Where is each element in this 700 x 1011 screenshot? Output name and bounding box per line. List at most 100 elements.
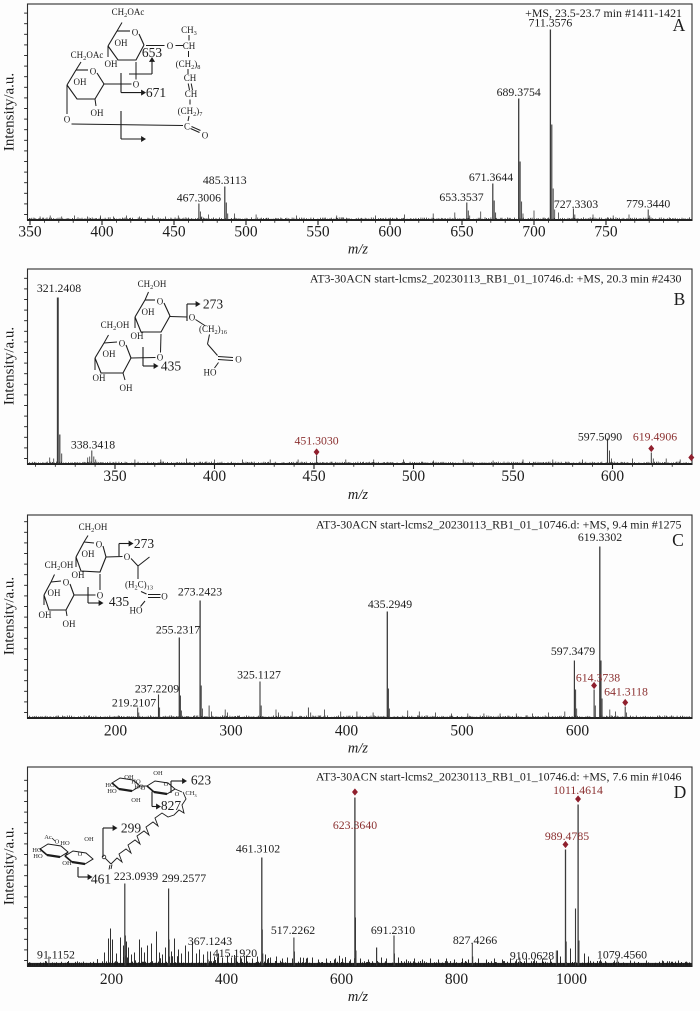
svg-text:Ac: Ac <box>44 834 52 841</box>
svg-text:273: 273 <box>203 297 224 312</box>
svg-text:OH: OH <box>39 610 52 620</box>
svg-text:O: O <box>63 578 70 588</box>
svg-text:HO: HO <box>130 606 143 616</box>
svg-text:325.1127: 325.1127 <box>237 668 281 682</box>
svg-text:641.3118: 641.3118 <box>604 685 648 699</box>
svg-text:91.1152: 91.1152 <box>37 948 75 962</box>
svg-text:689.3754: 689.3754 <box>497 85 541 99</box>
svg-text:m/z: m/z <box>348 487 369 503</box>
svg-text:O: O <box>90 67 97 77</box>
svg-text:HO: HO <box>204 368 217 378</box>
svg-text:CH: CH <box>183 41 196 51</box>
svg-text:CH2​OAc: CH2​OAc <box>71 50 104 62</box>
svg-text:m/z: m/z <box>348 741 369 757</box>
svg-text:HO: HO <box>131 779 141 786</box>
svg-text:OH: OH <box>142 307 155 317</box>
svg-text:OH: OH <box>124 774 134 781</box>
svg-text:O: O <box>133 80 140 90</box>
svg-text:O: O <box>167 41 174 51</box>
svg-text:467.3006: 467.3006 <box>177 191 221 205</box>
svg-text:O: O <box>161 592 168 602</box>
svg-text:223.0939: 223.0939 <box>114 869 158 883</box>
svg-text:485.3113: 485.3113 <box>203 173 247 187</box>
svg-text:OH: OH <box>105 59 118 69</box>
svg-text:450: 450 <box>302 468 326 485</box>
svg-text:O: O <box>157 297 164 307</box>
svg-text:O: O <box>64 115 71 125</box>
svg-text:OH: OH <box>84 836 94 843</box>
svg-text:OH: OH <box>131 797 141 804</box>
svg-text:O: O <box>141 785 146 792</box>
svg-text:O: O <box>157 353 164 363</box>
svg-text:CH: CH <box>185 89 198 99</box>
svg-text:461: 461 <box>91 872 111 887</box>
svg-text:O: O <box>175 791 180 798</box>
svg-text:671.3644: 671.3644 <box>469 170 513 184</box>
svg-text:O: O <box>189 313 196 323</box>
svg-text:650: 650 <box>450 224 474 241</box>
svg-text:619.4906: 619.4906 <box>633 430 677 444</box>
svg-text:OH: OH <box>103 349 116 359</box>
svg-text:1011.4614: 1011.4614 <box>553 783 603 797</box>
svg-text:435.2949: 435.2949 <box>368 597 412 611</box>
svg-text:711.3576: 711.3576 <box>528 16 572 30</box>
svg-text:237.2209: 237.2209 <box>135 682 179 696</box>
svg-text:691.2310: 691.2310 <box>371 923 415 937</box>
svg-text:299: 299 <box>121 821 142 836</box>
svg-text:653.3537: 653.3537 <box>439 190 483 204</box>
svg-text:O: O <box>124 552 131 562</box>
svg-text:597.5090: 597.5090 <box>578 430 622 444</box>
svg-text:600: 600 <box>330 971 354 988</box>
svg-text:367.1243: 367.1243 <box>188 934 232 948</box>
svg-text:m/z: m/z <box>348 989 369 1005</box>
svg-text:OH: OH <box>115 38 128 48</box>
svg-text:700: 700 <box>522 224 546 241</box>
svg-text:O: O <box>119 339 126 349</box>
svg-text:O: O <box>164 781 169 788</box>
svg-text:OH: OH <box>93 373 106 383</box>
svg-text:O: O <box>78 851 83 858</box>
svg-text:(CH2​)8​: (CH2​)8​ <box>176 59 201 71</box>
svg-text:O: O <box>96 540 103 550</box>
svg-text:910.0628: 910.0628 <box>510 949 554 963</box>
svg-text:500: 500 <box>234 224 258 241</box>
svg-text:299.2577: 299.2577 <box>162 871 206 885</box>
svg-text:350: 350 <box>18 224 42 241</box>
svg-text:AT3-30ACN start-lcms2_20230113: AT3-30ACN start-lcms2_20230113_RB1_01_10… <box>316 518 682 532</box>
svg-text:AT3-30ACN start-lcms2_20230113: AT3-30ACN start-lcms2_20230113_RB1_01_10… <box>316 770 682 784</box>
svg-text:550: 550 <box>306 224 330 241</box>
svg-text:OH: OH <box>91 108 104 118</box>
svg-text:Intensity/a.u.: Intensity/a.u. <box>2 827 18 905</box>
svg-text:623.3640: 623.3640 <box>333 818 377 832</box>
svg-text:D: D <box>674 782 687 802</box>
svg-text:614.3738: 614.3738 <box>576 671 620 685</box>
svg-text:671: 671 <box>146 85 166 100</box>
svg-text:O: O <box>97 591 104 601</box>
svg-text:C: C <box>184 122 190 132</box>
svg-text:451.3030: 451.3030 <box>294 434 338 448</box>
svg-text:989.4785: 989.4785 <box>545 829 589 843</box>
svg-text:HO: HO <box>32 847 42 854</box>
svg-text:350: 350 <box>103 468 127 485</box>
svg-text:435: 435 <box>109 594 130 609</box>
svg-text:OH: OH <box>153 770 163 777</box>
svg-text:CH2​OH: CH2​OH <box>79 522 108 534</box>
svg-text:200: 200 <box>100 971 124 988</box>
svg-text:200: 200 <box>104 723 128 740</box>
svg-text:600: 600 <box>601 468 625 485</box>
svg-text:600: 600 <box>378 224 402 241</box>
svg-text:HO: HO <box>134 784 144 791</box>
svg-text:OH: OH <box>72 570 85 580</box>
svg-text:623: 623 <box>191 773 212 788</box>
svg-text:597.3479: 597.3479 <box>551 644 595 658</box>
svg-text:653: 653 <box>142 45 163 60</box>
svg-text:m/z: m/z <box>348 242 369 258</box>
svg-text:827.4266: 827.4266 <box>453 933 497 947</box>
svg-text:400: 400 <box>90 224 114 241</box>
svg-text:O: O <box>235 355 242 365</box>
svg-text:CH2​OH: CH2​OH <box>45 560 74 572</box>
svg-text:CH2​OH: CH2​OH <box>101 320 130 332</box>
svg-text:400: 400 <box>215 971 239 988</box>
svg-text:550: 550 <box>501 468 525 485</box>
svg-text:1000: 1000 <box>556 971 587 988</box>
